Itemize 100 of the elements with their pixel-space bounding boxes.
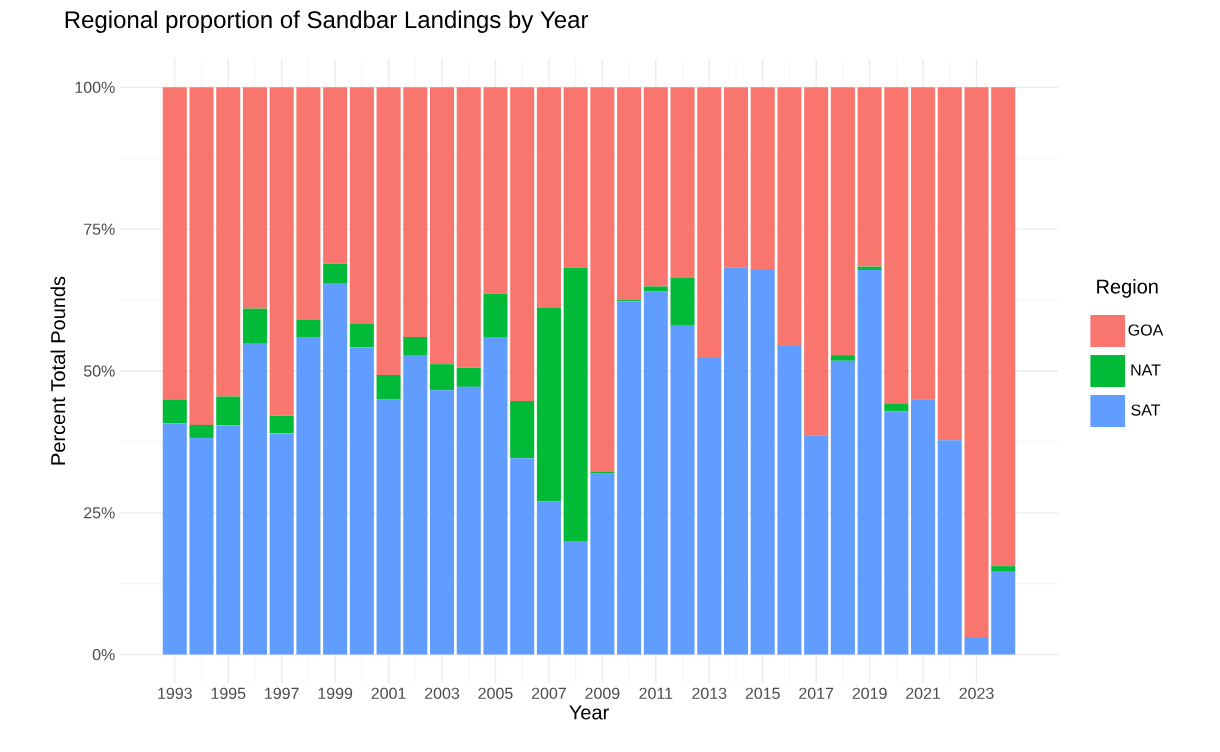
bar: [830, 355, 855, 361]
bar: [403, 336, 428, 356]
bar: [563, 267, 588, 542]
bar: [269, 87, 294, 416]
x-tick-label: 2007: [531, 687, 566, 700]
bar: [536, 87, 561, 309]
bar: [617, 301, 642, 655]
bar: [403, 355, 428, 655]
bar: [536, 308, 561, 502]
x-tick-label: 2015: [745, 687, 780, 700]
bar: [189, 424, 214, 438]
y-tick-label: 25%: [84, 507, 115, 519]
bar: [991, 566, 1016, 572]
bar: [723, 267, 749, 655]
bar: [964, 637, 989, 655]
bar: [430, 364, 455, 391]
x-tick-label: 2011: [639, 687, 673, 700]
bar: [162, 423, 187, 655]
legend-label: SAT: [1131, 404, 1161, 416]
x-tick-label: 2009: [585, 687, 620, 700]
bar: [376, 374, 401, 400]
y-tick-label: 0%: [92, 648, 115, 661]
x-tick-label: 2001: [371, 687, 406, 700]
bar: [697, 357, 722, 655]
x-tick-label: 2013: [692, 687, 727, 700]
y-tick-label: 50%: [83, 365, 115, 377]
bar: [563, 541, 588, 655]
bar: [590, 473, 615, 655]
bar: [857, 270, 882, 655]
bar: [670, 87, 695, 278]
bar: [750, 87, 775, 270]
bar: [643, 291, 668, 655]
bar: [991, 571, 1016, 655]
bar: [777, 346, 802, 655]
legend-label: GOA: [1128, 324, 1164, 336]
bar: [750, 270, 775, 655]
bar: [189, 87, 214, 425]
bar: [189, 437, 214, 655]
legend-title: Region: [1097, 279, 1158, 298]
bar: [162, 399, 187, 424]
bar: [430, 390, 455, 655]
bar: [991, 87, 1016, 567]
x-tick-label: 2003: [425, 687, 460, 700]
bar: [349, 87, 374, 324]
bar: [536, 501, 561, 655]
bar: [830, 87, 855, 356]
x-tick-label: 2005: [478, 687, 513, 700]
bar: [323, 87, 348, 264]
bar: [643, 286, 668, 292]
bar: [242, 308, 267, 344]
bar: [216, 396, 241, 426]
bar: [510, 458, 535, 655]
bar: [617, 87, 642, 301]
x-tick-label: 2021: [906, 687, 941, 700]
x-tick-label: 1997: [265, 687, 299, 700]
bar: [296, 336, 321, 655]
bar: [510, 87, 535, 402]
bar: [884, 411, 909, 655]
y-axis-title: Percent Total Pounds: [50, 276, 66, 465]
bar: [723, 87, 749, 268]
bar: [296, 319, 321, 337]
bar: [857, 87, 882, 267]
bar: [483, 87, 508, 294]
bar: [323, 263, 348, 284]
y-tick-label: 100%: [75, 81, 115, 94]
bar: [830, 360, 855, 655]
bar: [456, 386, 481, 655]
y-tick-label: 75%: [84, 223, 115, 235]
bar: [670, 325, 695, 655]
bar: [430, 87, 455, 365]
x-tick-label: 2017: [799, 687, 834, 700]
bar: [483, 293, 508, 337]
bar: [937, 87, 962, 441]
bar: [323, 283, 348, 655]
bar: [777, 87, 802, 346]
bar: [376, 87, 401, 375]
bar: [349, 323, 374, 348]
bar: [911, 399, 936, 655]
bar: [216, 87, 241, 397]
bar: [884, 403, 909, 412]
bar: [804, 435, 829, 655]
bar: [590, 87, 615, 472]
x-tick-label: 2019: [852, 687, 887, 700]
chart-title: Regional proportion of Sandbar Landings by Year: [65, 10, 589, 33]
bar: [884, 87, 909, 404]
x-tick-label: 1995: [211, 687, 246, 700]
bar: [269, 415, 294, 434]
bar: [216, 425, 241, 655]
legend-label: NAT: [1131, 364, 1161, 376]
bar: [911, 87, 936, 400]
x-axis-title: Year: [569, 705, 609, 720]
bar: [242, 87, 267, 309]
bar: [804, 87, 829, 436]
bar: [376, 399, 401, 655]
bar: [697, 87, 722, 358]
bar: [964, 87, 989, 638]
bar: [510, 401, 535, 459]
x-tick-label: 1999: [318, 687, 353, 700]
bar: [643, 87, 668, 287]
bar: [670, 277, 695, 326]
